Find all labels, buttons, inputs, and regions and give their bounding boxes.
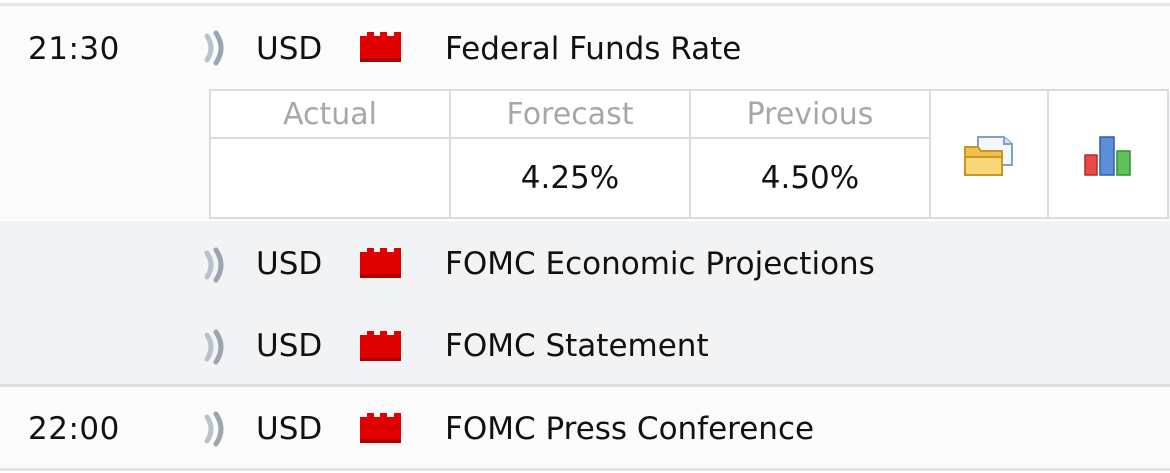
sound-icon[interactable] [203, 411, 227, 447]
event-time: 22:00 [28, 411, 120, 447]
sound-icon[interactable] [203, 30, 227, 66]
event-row-fomc-press-conference[interactable]: 22:00 USD FOMC Press Conference [0, 387, 1170, 468]
event-time: 21:30 [28, 31, 120, 67]
event-title[interactable]: FOMC Economic Projections [445, 246, 875, 282]
high-impact-icon [359, 31, 402, 63]
high-impact-icon [359, 330, 402, 362]
top-divider [0, 3, 1170, 6]
event-row-fomc-economic-projections[interactable]: USD FOMC Economic Projections [0, 221, 1170, 305]
chart-button[interactable] [1047, 89, 1169, 219]
sound-icon[interactable] [203, 247, 227, 283]
event-detail-table: Actual Forecast Previous [209, 89, 1169, 219]
event-currency: USD [256, 31, 323, 67]
event-title[interactable]: Federal Funds Rate [445, 31, 742, 67]
high-impact-icon [359, 247, 402, 279]
bar-chart-icon[interactable] [1083, 135, 1133, 181]
actual-value [209, 137, 451, 219]
history-button[interactable] [929, 89, 1049, 219]
event-currency: USD [256, 246, 323, 282]
high-impact-icon [359, 412, 402, 444]
actual-header: Actual [209, 89, 451, 139]
event-row-federal-funds-rate[interactable]: 21:30 USD Federal Funds Rate [0, 6, 1170, 88]
row-divider [0, 384, 1170, 387]
folder-icon[interactable] [964, 135, 1014, 181]
event-currency: USD [256, 411, 323, 447]
event-currency: USD [256, 328, 323, 364]
forecast-header: Forecast [449, 89, 691, 139]
event-title[interactable]: FOMC Press Conference [445, 411, 815, 447]
event-title[interactable]: FOMC Statement [445, 328, 709, 364]
event-row-fomc-statement[interactable]: USD FOMC Statement [0, 305, 1170, 384]
forecast-value: 4.25% [449, 137, 691, 219]
previous-value: 4.50% [689, 137, 931, 219]
bottom-divider [0, 468, 1170, 471]
sound-icon[interactable] [203, 329, 227, 365]
previous-header: Previous [689, 89, 931, 139]
